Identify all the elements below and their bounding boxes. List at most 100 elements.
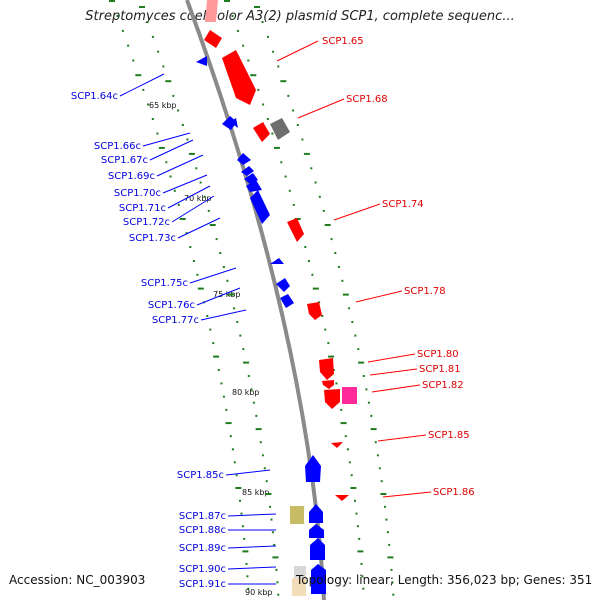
- tick-mark: [350, 487, 357, 489]
- tick-mark: [135, 74, 142, 77]
- tick-mark: [186, 138, 189, 141]
- summary-text: Topology: linear; Length: 356,023 bp; Ge…: [296, 573, 593, 587]
- label-scp1-85c[interactable]: SCP1.85c: [177, 470, 224, 481]
- right-labels: SCP1.65 SCP1.68 SCP1.74 SCP1.78 SCP1.80 …: [322, 36, 475, 498]
- tick-mark: [146, 21, 149, 23]
- tick-mark: [307, 260, 310, 262]
- label-scp1-76c[interactable]: SCP1.76c: [148, 300, 195, 311]
- tick-mark: [116, 15, 119, 17]
- gene-scp1-87c-olive[interactable]: [290, 506, 304, 524]
- tick-mark: [358, 361, 365, 364]
- tick-mark: [225, 422, 232, 425]
- tick-mark: [365, 388, 368, 391]
- tick-mark: [360, 562, 363, 565]
- gene-scp1-78[interactable]: [307, 302, 322, 320]
- label-scp1-80[interactable]: SCP1.80: [417, 349, 459, 360]
- gene-scp1-80[interactable]: [319, 358, 334, 380]
- gene-scp1-68a[interactable]: [253, 122, 270, 142]
- label-scp1-75c[interactable]: SCP1.75c: [141, 278, 188, 289]
- tick-mark: [385, 518, 388, 521]
- gene-scp1-91c-tan[interactable]: [292, 578, 306, 596]
- tick-mark: [314, 181, 317, 184]
- gene-scp1-69c[interactable]: [237, 153, 251, 165]
- tick-mark: [142, 88, 145, 91]
- gene-scp1-82a[interactable]: [324, 389, 340, 409]
- gene-scp1-66c[interactable]: [222, 116, 237, 130]
- label-scp1-85[interactable]: SCP1.85: [428, 430, 470, 441]
- tick-mark: [132, 59, 135, 62]
- label-scp1-82[interactable]: SCP1.82: [422, 380, 464, 391]
- label-scp1-71c[interactable]: SCP1.71c: [119, 203, 166, 214]
- label-scp1-74[interactable]: SCP1.74: [382, 199, 424, 210]
- leader-line: [355, 290, 403, 303]
- leader-line: [371, 384, 421, 393]
- gene-scp1-90c[interactable]: [311, 564, 326, 594]
- tick-mark: [354, 499, 356, 502]
- gene-scp1-68b[interactable]: [270, 118, 290, 140]
- tick-mark: [276, 581, 279, 584]
- tick-mark: [296, 124, 299, 126]
- leader-line: [177, 217, 221, 239]
- tick-mark: [350, 474, 353, 477]
- tick-mark: [342, 293, 349, 296]
- tick-mark: [362, 375, 365, 377]
- label-scp1-87c[interactable]: SCP1.87c: [179, 511, 226, 522]
- gene-scp1-70c[interactable]: [241, 166, 254, 176]
- label-scp1-67c[interactable]: SCP1.67c: [101, 155, 148, 166]
- tick-mark: [177, 109, 180, 112]
- gene-scp1-81[interactable]: [322, 380, 334, 389]
- tick-mark: [367, 401, 370, 404]
- label-scp1-72c[interactable]: SCP1.72c: [123, 217, 170, 228]
- label-scp1-70c[interactable]: SCP1.70c: [114, 188, 161, 199]
- gene-scp1-75c[interactable]: [270, 258, 284, 264]
- label-scp1-73c[interactable]: SCP1.73c: [129, 233, 176, 244]
- tick-mark: [340, 408, 343, 411]
- label-scp1-89c[interactable]: SCP1.89c: [179, 543, 226, 554]
- gene-scp1-66[interactable]: [222, 50, 256, 105]
- tick-mark: [390, 568, 393, 571]
- label-scp1-69c[interactable]: SCP1.69c: [108, 171, 155, 182]
- gene-scp1-87c[interactable]: [309, 504, 323, 523]
- gene-scp1-72c[interactable]: [246, 180, 262, 192]
- label-scp1-68[interactable]: SCP1.68: [346, 94, 388, 105]
- label-scp1-81[interactable]: SCP1.81: [419, 364, 461, 375]
- label-scp1-90c[interactable]: SCP1.90c: [179, 564, 226, 575]
- gene-scp1-82b[interactable]: [342, 387, 357, 404]
- tick-mark: [357, 348, 360, 351]
- gene-scp1-65b[interactable]: [204, 30, 222, 48]
- gene-scp1-89c[interactable]: [310, 538, 325, 560]
- label-scp1-78[interactable]: SCP1.78: [404, 286, 446, 297]
- tick-mark: [384, 505, 386, 508]
- gene-scp1-73c[interactable]: [250, 190, 270, 224]
- tick-mark: [380, 480, 383, 483]
- gene-scp1-86[interactable]: [335, 495, 349, 501]
- gene-scp1-88c[interactable]: [309, 524, 324, 538]
- gene-scp1-85[interactable]: [331, 442, 343, 448]
- tick-mark: [370, 414, 373, 417]
- tick-mark: [151, 118, 154, 120]
- tick-mark: [273, 543, 276, 546]
- label-scp1-64c[interactable]: SCP1.64c: [71, 91, 118, 102]
- tick-mark: [376, 454, 379, 457]
- leader-line: [333, 203, 381, 221]
- gene-scp1-76c[interactable]: [276, 278, 290, 292]
- leader-line: [142, 132, 191, 147]
- tick-mark: [235, 474, 238, 477]
- gene-scp1-77c[interactable]: [280, 294, 294, 308]
- label-scp1-88c[interactable]: SCP1.88c: [179, 525, 226, 536]
- tick-mark: [206, 315, 209, 317]
- tick-mark: [179, 218, 186, 220]
- gene-scp1-74[interactable]: [287, 218, 304, 242]
- gene-scp1-67c[interactable]: [230, 118, 238, 128]
- gene-scp1-64c[interactable]: [196, 56, 207, 66]
- gene-scp1-85c[interactable]: [305, 455, 321, 482]
- tick-mark: [195, 167, 198, 170]
- gene-scp1-65[interactable]: [205, 0, 218, 22]
- label-scp1-86[interactable]: SCP1.86: [433, 487, 475, 498]
- label-scp1-77c[interactable]: SCP1.77c: [152, 315, 199, 326]
- label-scp1-65[interactable]: SCP1.65: [322, 36, 364, 47]
- label-scp1-66c[interactable]: SCP1.66c: [94, 141, 141, 152]
- leader-line: [367, 353, 416, 363]
- tick-mark: [196, 273, 199, 276]
- leader-line: [171, 195, 215, 223]
